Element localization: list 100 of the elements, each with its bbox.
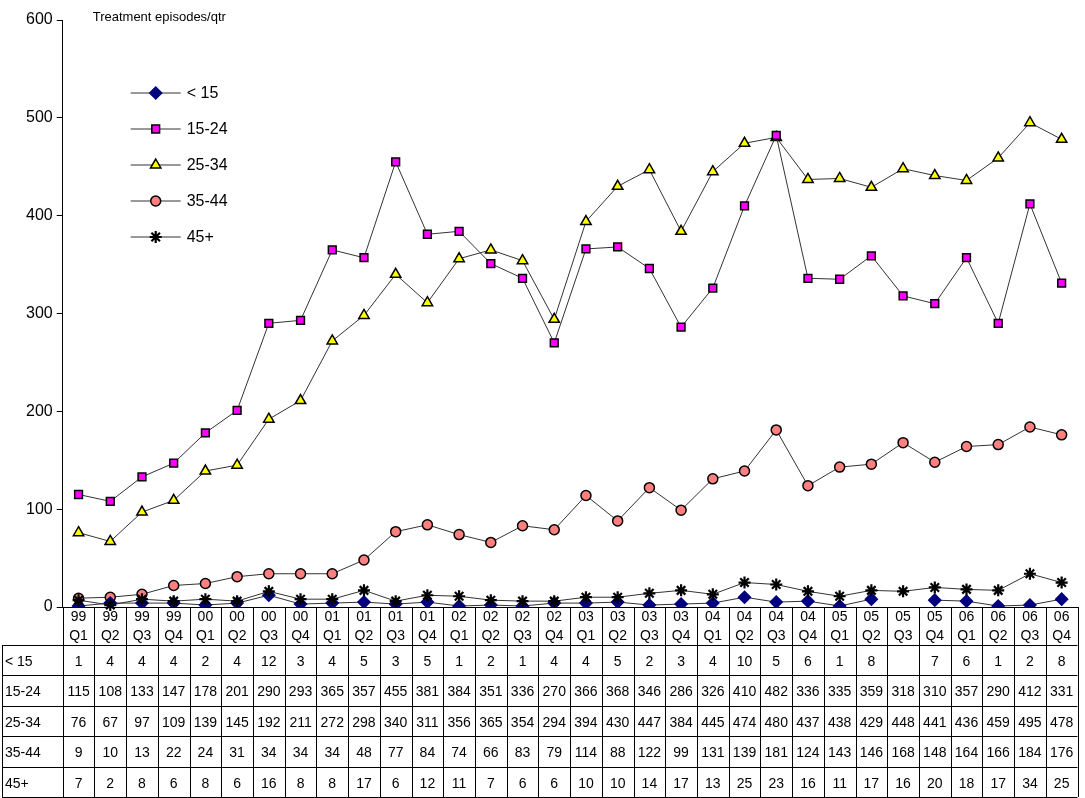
data-label: 17 bbox=[863, 774, 880, 791]
data-label: 6 bbox=[169, 774, 178, 791]
data-label: 474 bbox=[732, 713, 757, 730]
x-tick-label: 00 Q3 bbox=[259, 607, 279, 643]
data-label: 8 bbox=[328, 774, 337, 791]
data-label: 310 bbox=[923, 683, 947, 700]
data-label: 17 bbox=[673, 774, 690, 791]
data-label: 34 bbox=[261, 744, 277, 761]
data-label: 133 bbox=[130, 683, 154, 700]
data-label: 181 bbox=[764, 744, 789, 761]
data-label: 17 bbox=[356, 774, 372, 791]
data-label: 2 bbox=[1026, 653, 1035, 670]
data-label: 139 bbox=[732, 744, 757, 761]
x-tick-label: 02 Q3 bbox=[513, 607, 533, 643]
data-label: 357 bbox=[352, 683, 376, 700]
data-label: 211 bbox=[289, 713, 312, 730]
x-tick-label: 00 Q2 bbox=[227, 607, 247, 643]
data-label: 97 bbox=[134, 713, 150, 730]
data-label: 13 bbox=[134, 744, 150, 761]
data-label: 12 bbox=[261, 653, 277, 670]
data-label: 99 bbox=[673, 744, 690, 761]
text: < 15 bbox=[5, 653, 33, 670]
data-label: 5 bbox=[772, 653, 781, 670]
data-label: 4 bbox=[328, 653, 337, 670]
data-label: 176 bbox=[1049, 744, 1074, 761]
data-label: 354 bbox=[510, 713, 535, 730]
y-tick-label: 400 bbox=[25, 206, 53, 224]
x-tick-label: 06 Q1 bbox=[957, 607, 977, 643]
data-label: 48 bbox=[356, 744, 372, 761]
data-label: 16 bbox=[261, 774, 277, 791]
data-label: 184 bbox=[1018, 744, 1042, 761]
data-label: 12 bbox=[419, 774, 436, 791]
data-label: 164 bbox=[954, 744, 979, 761]
data-label: 25 bbox=[736, 774, 753, 791]
y-tick-label: 0 bbox=[43, 597, 53, 615]
data-label: 298 bbox=[352, 713, 376, 730]
data-label: 13 bbox=[705, 774, 721, 791]
x-tick-label: 04 Q2 bbox=[735, 607, 755, 643]
data-label: 84 bbox=[419, 744, 436, 761]
x-tick-label: 03 Q2 bbox=[608, 607, 628, 643]
data-label: 79 bbox=[546, 744, 563, 761]
x-tick-label: 01 Q2 bbox=[354, 607, 374, 643]
data-label: 4 bbox=[708, 653, 717, 670]
data-label: 18 bbox=[958, 774, 975, 791]
x-tick-label: 01 Q4 bbox=[418, 607, 437, 643]
text: 25-34 bbox=[5, 713, 41, 730]
data-label: 293 bbox=[288, 683, 313, 700]
data-label: 83 bbox=[514, 744, 531, 761]
data-label: 478 bbox=[1049, 713, 1074, 730]
data-label: 2 bbox=[486, 653, 495, 670]
legend-label: 25-34 bbox=[186, 156, 228, 174]
data-label: 351 bbox=[479, 683, 503, 700]
data-label: 8 bbox=[138, 774, 147, 791]
y-tick-label: 200 bbox=[25, 401, 53, 419]
data-label: 356 bbox=[447, 713, 471, 730]
x-tick-label: 01 Q3 bbox=[386, 607, 406, 643]
x-tick-label: 05 Q3 bbox=[893, 607, 913, 643]
data-label: 16 bbox=[800, 774, 816, 791]
data-label: 148 bbox=[923, 744, 947, 761]
data-label: 17 bbox=[990, 774, 1007, 791]
data-label: 294 bbox=[542, 713, 567, 730]
data-label: 480 bbox=[764, 713, 789, 730]
data-label: 10 bbox=[102, 744, 119, 761]
data-label: 272 bbox=[320, 713, 345, 730]
data-label: 1 bbox=[74, 653, 83, 670]
x-tick-label: 04 Q3 bbox=[766, 607, 786, 643]
data-label: 168 bbox=[891, 744, 915, 761]
text: 15-24 bbox=[5, 683, 41, 700]
x-tick-label: 99 Q4 bbox=[164, 607, 184, 643]
data-label: 5 bbox=[360, 653, 369, 670]
data-label: 447 bbox=[637, 713, 662, 730]
data-label: 145 bbox=[225, 713, 250, 730]
data-label: 23 bbox=[768, 774, 785, 791]
data-label: 430 bbox=[605, 713, 630, 730]
y-tick-label: 300 bbox=[25, 303, 53, 321]
data-label: 3 bbox=[296, 653, 305, 670]
x-tick-label: 03 Q3 bbox=[640, 607, 659, 643]
x-tick-label: 06 Q3 bbox=[1020, 607, 1040, 643]
data-label: 448 bbox=[891, 713, 915, 730]
data-label: 290 bbox=[257, 683, 281, 700]
x-tick-label: 99 Q2 bbox=[100, 607, 120, 643]
data-label: 365 bbox=[479, 713, 503, 730]
data-label: 74 bbox=[451, 744, 468, 761]
data-label: 115 bbox=[67, 683, 90, 700]
data-label: 143 bbox=[827, 744, 852, 761]
data-label: 192 bbox=[257, 713, 281, 730]
data-label: 290 bbox=[986, 683, 1011, 700]
data-label: 3 bbox=[391, 653, 400, 670]
data-label: 357 bbox=[954, 683, 979, 700]
data-label: 459 bbox=[986, 713, 1011, 730]
data-label: 24 bbox=[197, 744, 214, 761]
text: 35-44 bbox=[5, 744, 41, 761]
y-tick-label: 600 bbox=[25, 10, 53, 28]
data-label: 384 bbox=[447, 683, 471, 700]
x-tick-label: 03 Q1 bbox=[576, 607, 596, 643]
data-label: 122 bbox=[637, 744, 662, 761]
data-label: 8 bbox=[201, 774, 210, 791]
data-label: 3 bbox=[677, 653, 686, 670]
data-label: 109 bbox=[162, 713, 186, 730]
x-tick-label: 04 Q1 bbox=[703, 607, 723, 643]
